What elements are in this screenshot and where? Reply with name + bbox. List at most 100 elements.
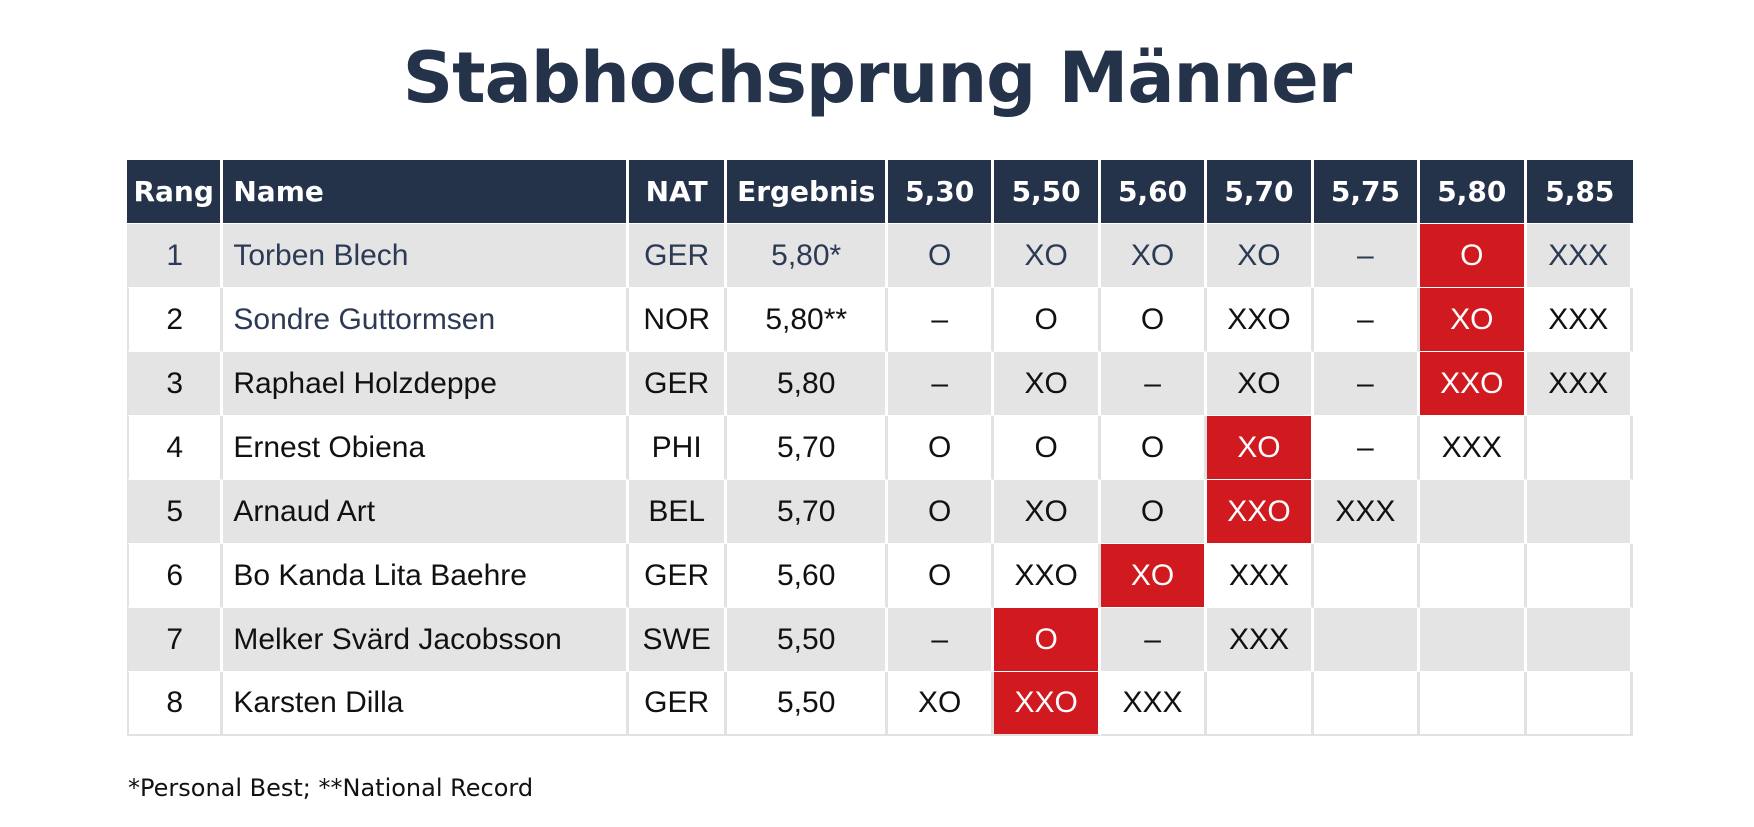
attempt-cell: O xyxy=(888,416,995,480)
attempt-cell: XO xyxy=(1207,352,1314,416)
best-height-cell: O xyxy=(1420,224,1527,288)
result-cell: 5,80** xyxy=(727,288,888,352)
result-cell: 5,80* xyxy=(727,224,888,288)
attempt-cell xyxy=(1420,544,1527,608)
result-cell: 5,60 xyxy=(727,544,888,608)
attempt-cell: XXX xyxy=(1207,544,1314,608)
attempt-cell: XXO xyxy=(1207,288,1314,352)
table-row: 4 Ernest Obiena PHI 5,70 O O O XO – XXX xyxy=(127,416,1633,480)
nation-cell: BEL xyxy=(628,480,728,544)
header-ergebnis: Ergebnis xyxy=(727,160,888,224)
table-row: 5 Arnaud Art BEL 5,70 O XO O XXO XXX xyxy=(127,480,1633,544)
table-row: 2 Sondre Guttormsen NOR 5,80** – O O XXO – XO XXX xyxy=(127,288,1633,352)
header-height-585: 5,85 xyxy=(1526,160,1633,224)
result-cell: 5,50 xyxy=(727,672,888,736)
attempt-cell xyxy=(1526,544,1633,608)
attempt-cell: O xyxy=(888,224,995,288)
attempt-cell xyxy=(1313,608,1421,672)
attempt-cell: XXX xyxy=(1526,288,1633,352)
table-row: 3 Raphael Holzdeppe GER 5,80– XO – XO – XXO XXX xyxy=(127,352,1633,416)
attempt-cell: O xyxy=(888,480,995,544)
attempt-cell: XO xyxy=(994,352,1101,416)
table-header-row: Rang Name NAT Ergebnis 5,30 5,50 5,60 5,… xyxy=(127,160,1633,224)
best-height-cell: XXO xyxy=(1420,352,1527,416)
rank-cell: 5 xyxy=(127,480,224,544)
attempt-cell xyxy=(1526,480,1633,544)
attempt-cell: XO xyxy=(994,480,1101,544)
results-table: Rang Name NAT Ergebnis 5,30 5,50 5,60 5,… xyxy=(127,160,1633,736)
header-rang: Rang xyxy=(127,160,224,224)
nation-cell: SWE xyxy=(628,608,728,672)
attempt-cell: XO xyxy=(1207,224,1314,288)
attempt-cell: – xyxy=(1100,352,1208,416)
nation-cell: NOR xyxy=(628,288,728,352)
attempt-cell: XXX xyxy=(1207,608,1314,672)
attempt-cell: O xyxy=(1100,480,1208,544)
attempt-cell: O xyxy=(994,288,1101,352)
best-height-cell: XO xyxy=(1100,544,1208,608)
attempt-cell: – xyxy=(1100,608,1208,672)
attempt-cell: – xyxy=(1313,416,1421,480)
table-row: 8 Karsten Dilla GER 5,50 XO XXO XXX xyxy=(127,672,1633,736)
attempt-cell xyxy=(1420,672,1527,736)
attempt-cell xyxy=(1526,608,1633,672)
athlete-name-cell: Arnaud Art xyxy=(223,480,629,544)
attempt-cell: XXX xyxy=(1100,672,1208,736)
attempt-cell: O xyxy=(994,416,1101,480)
result-cell: 5,80 xyxy=(727,352,888,416)
rank-cell: 8 xyxy=(127,672,224,736)
table-row: 7 Melker Svärd Jacobsson SWE 5,50– O – XXX xyxy=(127,608,1633,672)
attempt-cell xyxy=(1420,608,1527,672)
nation-cell: GER xyxy=(628,224,728,288)
attempt-cell xyxy=(1207,672,1314,736)
attempt-cell: XXX xyxy=(1526,352,1633,416)
table-row: 6 Bo Kanda Lita Baehre GER 5,60 O XXO XO XXX xyxy=(127,544,1633,608)
athlete-name-cell: Bo Kanda Lita Baehre xyxy=(223,544,629,608)
result-cell: 5,50 xyxy=(727,608,888,672)
table-row: 1 Torben Blech GER 5,80* O XO XO XO – O XXX xyxy=(127,224,1633,288)
header-height-570: 5,70 xyxy=(1207,160,1314,224)
attempt-cell: XO xyxy=(1100,224,1208,288)
attempt-cell: XXO xyxy=(994,544,1101,608)
attempt-cell: XXX xyxy=(1526,224,1633,288)
nation-cell: PHI xyxy=(628,416,728,480)
header-name: Name xyxy=(223,160,629,224)
header-height-575: 5,75 xyxy=(1313,160,1421,224)
nation-cell: GER xyxy=(628,544,728,608)
best-height-cell: O xyxy=(994,608,1101,672)
attempt-cell: – xyxy=(888,352,995,416)
attempt-cell: XO xyxy=(888,672,995,736)
athlete-name-cell: Ernest Obiena xyxy=(223,416,629,480)
athlete-name-cell: Karsten Dilla xyxy=(223,672,629,736)
header-height-560: 5,60 xyxy=(1100,160,1208,224)
attempt-cell xyxy=(1526,416,1633,480)
athlete-name-cell: Raphael Holzdeppe xyxy=(223,352,629,416)
attempt-cell xyxy=(1526,672,1633,736)
athlete-name-cell: Torben Blech xyxy=(223,224,629,288)
attempt-cell xyxy=(1313,672,1421,736)
result-cell: 5,70 xyxy=(727,480,888,544)
attempt-cell: – xyxy=(888,608,995,672)
page-title: Stabhochsprung Männer xyxy=(402,37,1352,119)
best-height-cell: XXO xyxy=(994,672,1101,736)
result-cell: 5,70 xyxy=(727,416,888,480)
attempt-cell xyxy=(1420,480,1527,544)
rank-cell: 3 xyxy=(127,352,224,416)
attempt-cell: – xyxy=(1313,352,1421,416)
attempt-cell: O xyxy=(1100,416,1208,480)
attempt-cell: – xyxy=(1313,224,1421,288)
header-height-550: 5,50 xyxy=(994,160,1101,224)
rank-cell: 2 xyxy=(127,288,224,352)
header-height-530: 5,30 xyxy=(888,160,995,224)
attempt-cell: XXX xyxy=(1420,416,1527,480)
best-height-cell: XO xyxy=(1207,416,1314,480)
athlete-name-cell: Melker Svärd Jacobsson xyxy=(223,608,629,672)
rank-cell: 7 xyxy=(127,608,224,672)
footnote: *Personal Best; **National Record xyxy=(128,774,534,802)
header-nat: NAT xyxy=(628,160,728,224)
attempt-cell xyxy=(1313,544,1421,608)
best-height-cell: XO xyxy=(1420,288,1527,352)
attempt-cell: XO xyxy=(994,224,1101,288)
attempt-cell: – xyxy=(888,288,995,352)
attempt-cell: O xyxy=(1100,288,1208,352)
